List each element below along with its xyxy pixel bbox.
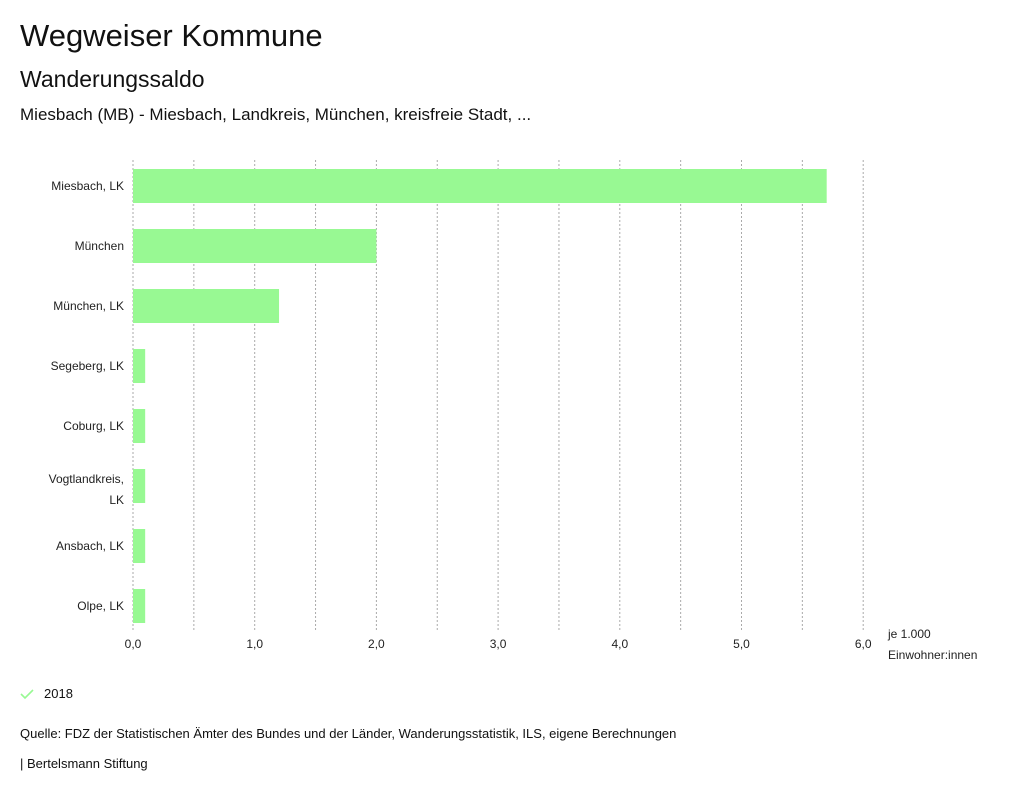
bar bbox=[133, 349, 146, 383]
bar bbox=[133, 469, 146, 503]
bar bbox=[133, 409, 146, 443]
category-label: Miesbach, LK bbox=[51, 179, 124, 193]
region-selector[interactable]: Miesbach (MB) - Miesbach, Landkreis, Mün… bbox=[20, 105, 532, 124]
x-tick-label: 6,0 bbox=[855, 637, 872, 651]
x-tick-label: 3,0 bbox=[490, 637, 507, 651]
source-note: Quelle: FDZ der Statistischen Ämter des … bbox=[20, 726, 677, 741]
category-label: München, LK bbox=[53, 299, 124, 313]
x-tick-label: 4,0 bbox=[611, 637, 628, 651]
category-label: Vogtlandkreis, bbox=[49, 472, 124, 486]
x-tick-label: 0,0 bbox=[125, 637, 142, 651]
bar bbox=[133, 289, 280, 323]
bar-chart: 0,0 1,0 2,0 3,0 4,0 5,0 6,0 je 1.000 Einwohner:i… bbox=[49, 160, 977, 662]
app-title: Wegweiser Kommune bbox=[20, 18, 323, 53]
chart-subtitle: Wanderungssaldo bbox=[20, 66, 205, 92]
bar bbox=[133, 589, 146, 623]
bar bbox=[133, 229, 377, 263]
category-label: Ansbach, LK bbox=[56, 539, 124, 553]
bar bbox=[133, 169, 827, 203]
x-tick-label: 5,0 bbox=[733, 637, 750, 651]
bar bbox=[133, 529, 146, 563]
check-icon bbox=[20, 688, 34, 699]
category-label: Coburg, LK bbox=[63, 419, 124, 433]
x-tick-label: 2,0 bbox=[368, 637, 385, 651]
category-label: München bbox=[75, 239, 124, 253]
legend-item-2018[interactable]: 2018 bbox=[20, 686, 73, 701]
x-tick-label: 1,0 bbox=[246, 637, 263, 651]
category-label: LK bbox=[109, 493, 124, 507]
category-label: Olpe, LK bbox=[77, 599, 124, 613]
category-label: Segeberg, LK bbox=[51, 359, 124, 373]
legend-label: 2018 bbox=[44, 686, 73, 701]
x-axis-label: je 1.000 bbox=[887, 627, 931, 641]
brand-link[interactable]: | Bertelsmann Stiftung bbox=[20, 756, 148, 771]
x-axis-label: Einwohner:innen bbox=[888, 648, 977, 662]
